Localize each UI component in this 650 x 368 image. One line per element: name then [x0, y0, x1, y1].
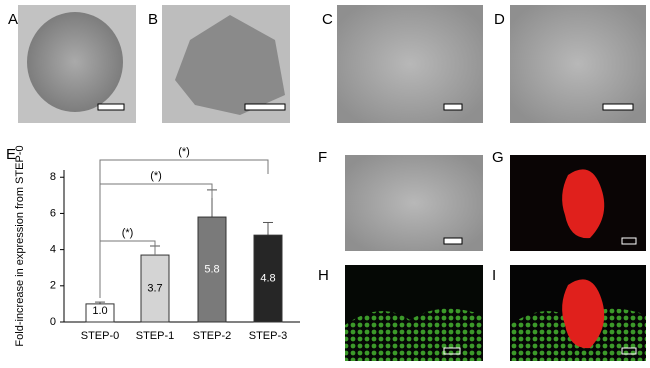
panel-a-image	[18, 5, 136, 123]
panel-label: D	[494, 11, 505, 28]
bar	[85, 303, 115, 323]
bar	[253, 234, 283, 323]
panel-label: G	[492, 149, 504, 166]
panel-f-image	[345, 155, 483, 251]
panel-g-image	[510, 155, 646, 251]
y-tick-label: 6	[50, 207, 56, 219]
panel-b-image	[162, 5, 290, 123]
panel-label: A	[8, 11, 18, 28]
x-tick-label: STEP-3	[249, 330, 288, 342]
x-tick-label: STEP-1	[136, 330, 175, 342]
value-label: 3.7	[147, 282, 162, 294]
panel-label: I	[492, 267, 496, 284]
y-tick-label: 4	[50, 244, 56, 256]
value-label: 5.8	[204, 263, 219, 275]
panel-label: B	[148, 11, 158, 28]
significance-label: (*)	[178, 146, 190, 158]
panel-label: E	[6, 146, 16, 163]
panel-h-image	[345, 265, 483, 361]
panel-d-image	[510, 5, 646, 123]
panel-label: H	[318, 267, 329, 284]
panel-c-image	[337, 5, 483, 123]
bar	[197, 216, 227, 323]
y-tick-label: 2	[50, 280, 56, 292]
value-label: 1.0	[92, 305, 107, 317]
significance-label: (*)	[150, 170, 162, 182]
significance-label: (*)	[122, 227, 134, 239]
significance-bracket	[99, 159, 269, 298]
bar	[140, 254, 170, 323]
x-tick-label: STEP-2	[193, 330, 232, 342]
panel-label: F	[318, 149, 327, 166]
value-label: 4.8	[260, 272, 275, 284]
y-axis-label: Fold-increase in expression from STEP-0	[14, 145, 26, 346]
panel-i-image	[510, 265, 646, 361]
x-tick-label: STEP-0	[81, 330, 120, 342]
y-tick-label: 8	[50, 171, 56, 183]
panel-label: C	[322, 11, 333, 28]
y-tick-label: 0	[50, 316, 56, 328]
